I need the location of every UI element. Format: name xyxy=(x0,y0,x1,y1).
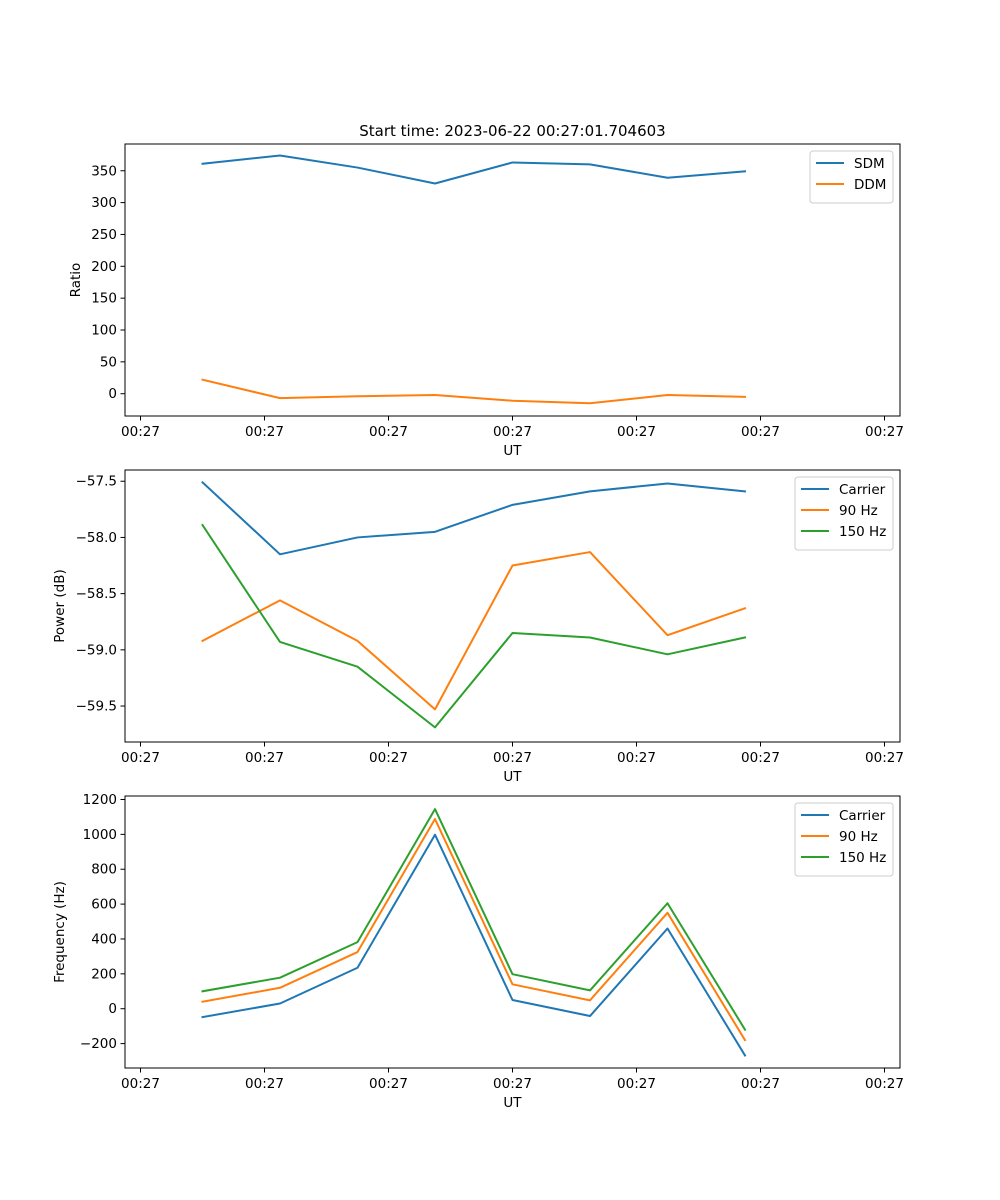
axes-root: 0 50 100 150 200 250 300 350 00:27 00:27 00:27 00:2… xyxy=(52,143,904,1111)
y-tick-label: 200 xyxy=(91,966,117,982)
axes-frame xyxy=(124,469,901,743)
y-tick-label: 250 xyxy=(91,227,117,243)
legend: Carrier 90 Hz 150 Hz xyxy=(794,802,894,877)
y-tick-label: 1200 xyxy=(83,792,117,808)
series-line-90-hz xyxy=(201,551,747,711)
y-tick-label: 150 xyxy=(91,291,117,307)
y-tick-label: 800 xyxy=(91,862,117,878)
x-tick-label: 00:27 xyxy=(369,424,408,440)
y-tick-label: 50 xyxy=(100,354,117,370)
y-tick-label: 0 xyxy=(108,1001,117,1017)
y-tick-label: −58.5 xyxy=(76,586,117,602)
x-tick-label: 00:27 xyxy=(245,750,284,766)
y-tick-label: −58.0 xyxy=(76,530,117,546)
x-tick-label: 00:27 xyxy=(245,424,284,440)
series-line-150-hz xyxy=(201,523,747,729)
y-axis-label: Ratio xyxy=(68,263,84,298)
chart-panel-2: −59.5 −59.0 −58.5 −58.0 −57.5 00:27 00:27 00:27… xyxy=(52,469,904,785)
x-tick-label: 00:27 xyxy=(617,1076,656,1092)
y-tick-label: 0 xyxy=(108,386,117,402)
x-tick-label: 00:27 xyxy=(741,750,780,766)
x-tick-label: 00:27 xyxy=(121,750,160,766)
x-tick-label: 00:27 xyxy=(865,750,904,766)
y-tick-label: 1000 xyxy=(83,827,117,843)
x-tick-label: 00:27 xyxy=(617,750,656,766)
y-axis-label: Frequency (Hz) xyxy=(52,881,68,983)
y-tick-label: −59.5 xyxy=(76,699,117,715)
x-tick-label: 00:27 xyxy=(493,1076,532,1092)
legend-label: 90 Hz xyxy=(839,503,878,519)
axes-frame xyxy=(124,143,901,417)
x-tick-label: 00:27 xyxy=(617,424,656,440)
x-axis-label: UT xyxy=(503,1095,522,1111)
x-tick-label: 00:27 xyxy=(245,1076,284,1092)
x-tick-label: 00:27 xyxy=(369,1076,408,1092)
x-axis-label: UT xyxy=(503,443,522,459)
series-line-carrier xyxy=(201,480,747,556)
legend-label: DDM xyxy=(854,177,886,193)
y-tick-label: 400 xyxy=(91,931,117,947)
x-tick-label: 00:27 xyxy=(865,1076,904,1092)
y-tick-label: −59.0 xyxy=(76,642,117,658)
series-line-sdm xyxy=(201,154,747,185)
y-tick-label: 100 xyxy=(91,323,117,339)
legend-label: SDM xyxy=(854,156,885,172)
legend-label: 150 Hz xyxy=(839,524,886,540)
legend: Carrier 90 Hz 150 Hz xyxy=(794,476,894,551)
axes-frame xyxy=(124,795,901,1069)
x-tick-label: 00:27 xyxy=(121,1076,160,1092)
x-tick-label: 00:27 xyxy=(493,424,532,440)
y-tick-label: 300 xyxy=(91,195,117,211)
x-tick-label: 00:27 xyxy=(121,424,160,440)
y-tick-label: 200 xyxy=(91,259,117,275)
legend-label: Carrier xyxy=(839,482,886,498)
y-tick-label: 600 xyxy=(91,897,117,913)
chart-panel-1: 0 50 100 150 200 250 300 350 00:27 00:27 00:27 00:2… xyxy=(68,143,904,459)
legend-label: Carrier xyxy=(839,808,886,824)
x-tick-label: 00:27 xyxy=(741,424,780,440)
x-tick-label: 00:27 xyxy=(369,750,408,766)
series-line-150-hz xyxy=(201,808,747,1032)
y-tick-label: −57.5 xyxy=(76,474,117,490)
y-tick-label: 350 xyxy=(91,163,117,179)
legend: SDM DDM xyxy=(809,150,894,204)
x-tick-label: 00:27 xyxy=(865,424,904,440)
y-tick-label: −200 xyxy=(80,1036,117,1052)
x-axis-label: UT xyxy=(503,769,522,785)
x-tick-label: 00:27 xyxy=(741,1076,780,1092)
series-line-90-hz xyxy=(201,818,747,1042)
chart-panel-3: −200 0 200 400 600 800 1000 1200 00:27 00:27 00:27… xyxy=(52,792,904,1111)
chart-title: Start time: 2023-06-22 00:27:01.704603 xyxy=(359,122,665,140)
y-axis-label: Power (dB) xyxy=(52,569,68,642)
x-tick-label: 00:27 xyxy=(493,750,532,766)
series-line-ddm xyxy=(201,378,747,405)
series-line-carrier xyxy=(201,833,747,1057)
legend-label: 90 Hz xyxy=(839,829,878,845)
legend-label: 150 Hz xyxy=(839,850,886,866)
